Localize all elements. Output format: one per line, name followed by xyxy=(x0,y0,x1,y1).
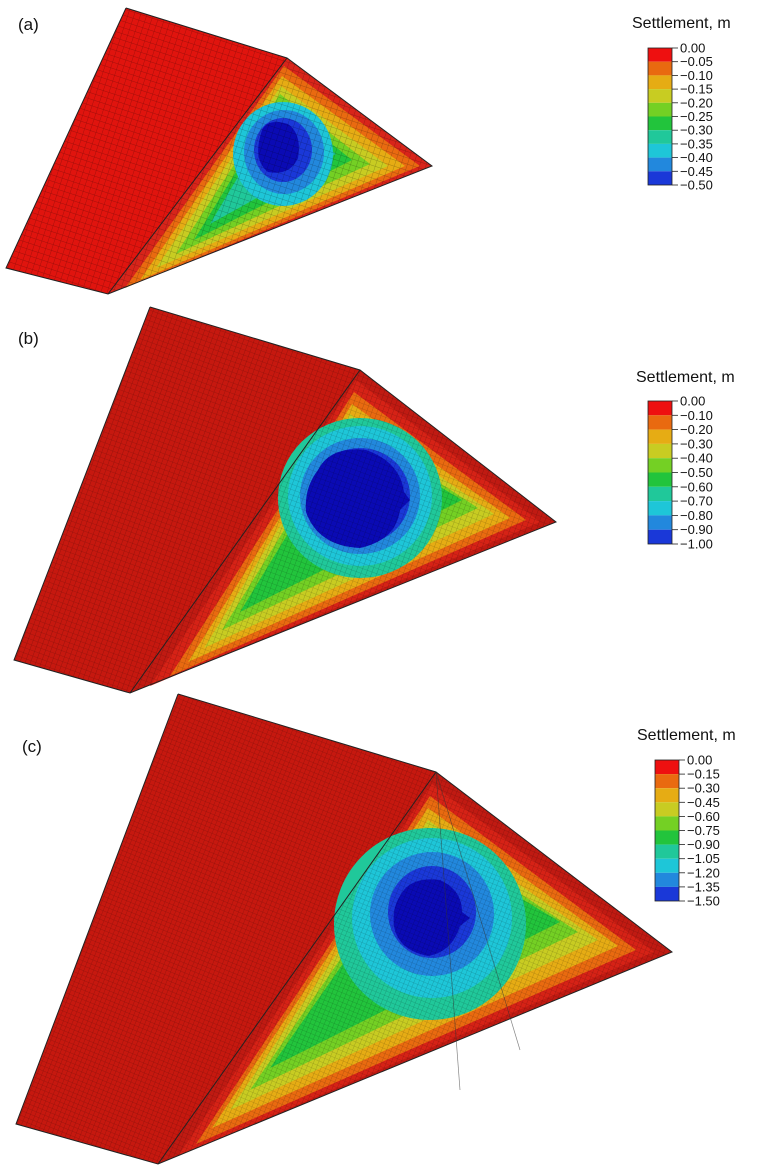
colorbar-tick-label: 0.00 xyxy=(687,753,712,768)
panel-c-contour-face xyxy=(158,772,672,1164)
colorbar-band xyxy=(648,116,672,131)
panel-c: (c) Settlement, m 0.00−0.15−0.30−0.45−0.… xyxy=(15,693,736,1165)
colorbar-band xyxy=(648,143,672,158)
panel-c-label: (c) xyxy=(22,737,42,756)
colorbar-tick-label: −0.75 xyxy=(687,823,720,838)
colorbar-tick-label: −0.50 xyxy=(680,178,713,193)
colorbar-band xyxy=(648,443,672,459)
panel-b-contour-face xyxy=(130,370,556,693)
panel-a-contour-face xyxy=(108,58,432,294)
colorbar-band xyxy=(655,760,679,775)
colorbar-tick-label: −0.60 xyxy=(687,809,720,824)
colorbar-tick-label: 0.00 xyxy=(680,394,705,409)
colorbar-tick-label: −0.60 xyxy=(680,479,713,494)
colorbar-band xyxy=(648,458,672,473)
colorbar-tick-label: −0.30 xyxy=(680,123,713,138)
colorbar-band xyxy=(655,788,679,803)
colorbar-band xyxy=(655,830,679,845)
colorbar-tick-label: −0.35 xyxy=(680,136,713,151)
colorbar-band xyxy=(648,130,672,144)
panel-b-colorbar: 0.00−0.10−0.20−0.30−0.40−0.50−0.60−0.70−… xyxy=(647,394,713,552)
colorbar-band xyxy=(648,48,672,62)
colorbar-tick-label: −0.45 xyxy=(680,164,713,179)
colorbar-band xyxy=(648,61,672,76)
colorbar-tick-label: −0.20 xyxy=(680,422,713,437)
colorbar-tick-label: −0.15 xyxy=(680,82,713,97)
colorbar-tick-label: −0.80 xyxy=(680,508,713,523)
colorbar-band xyxy=(655,774,679,789)
colorbar-tick-label: 0.00 xyxy=(680,41,705,56)
colorbar-tick-label: −0.30 xyxy=(687,781,720,796)
colorbar-tick-label: −0.45 xyxy=(687,795,720,810)
colorbar-tick-label: −1.00 xyxy=(680,537,713,552)
colorbar-band xyxy=(648,102,672,117)
panel-b-legend-title: Settlement, m xyxy=(636,369,735,386)
colorbar-band xyxy=(648,429,672,444)
colorbar-tick-label: −0.25 xyxy=(680,109,713,124)
panel-a-legend-title: Settlement, m xyxy=(632,15,731,32)
colorbar-band xyxy=(648,501,672,516)
colorbar-band xyxy=(648,157,672,172)
colorbar-band xyxy=(648,472,672,487)
panel-a-colorbar: 0.00−0.05−0.10−0.15−0.20−0.25−0.30−0.35−… xyxy=(647,41,713,193)
colorbar-tick-label: −0.70 xyxy=(680,494,713,509)
colorbar-tick-label: −0.90 xyxy=(680,522,713,537)
colorbar-tick-label: −1.50 xyxy=(687,894,720,909)
colorbar-tick-label: −0.40 xyxy=(680,150,713,165)
colorbar-tick-label: −1.20 xyxy=(687,865,720,880)
panel-b-label: (b) xyxy=(18,329,39,348)
colorbar-tick-label: −0.40 xyxy=(680,451,713,466)
colorbar-band xyxy=(648,171,672,185)
colorbar-band xyxy=(648,529,672,544)
colorbar-tick-label: −0.10 xyxy=(680,68,713,83)
colorbar-tick-label: −0.10 xyxy=(680,408,713,423)
colorbar-band xyxy=(648,75,672,90)
colorbar-band xyxy=(648,486,672,502)
colorbar-band xyxy=(648,415,672,430)
colorbar-band xyxy=(648,515,672,530)
colorbar-tick-label: −0.50 xyxy=(680,465,713,480)
colorbar-tick-label: −0.20 xyxy=(680,95,713,110)
panel-c-legend-title: Settlement, m xyxy=(637,727,736,744)
colorbar-band xyxy=(655,816,679,831)
panel-c-colorbar: 0.00−0.15−0.30−0.45−0.60−0.75−0.90−1.05−… xyxy=(654,753,720,909)
colorbar-tick-label: −0.05 xyxy=(680,54,713,69)
colorbar-band xyxy=(655,802,679,817)
colorbar-band xyxy=(655,886,679,901)
colorbar-tick-label: −1.05 xyxy=(687,851,720,866)
colorbar-band xyxy=(655,844,679,859)
colorbar-band xyxy=(655,872,679,887)
colorbar-tick-label: −0.15 xyxy=(687,767,720,782)
colorbar-tick-label: −0.30 xyxy=(680,436,713,451)
colorbar-tick-label: −1.35 xyxy=(687,879,720,894)
panel-a: (a) Settlement, m 0.00−0.05−0.10−0.15−0.… xyxy=(5,7,731,295)
panel-a-label: (a) xyxy=(18,15,39,34)
colorbar-band xyxy=(655,858,679,873)
colorbar-band xyxy=(648,89,672,103)
colorbar-tick-label: −0.90 xyxy=(687,837,720,852)
panel-b: (b) Settlement, m 0.00−0.10−0.20−0.30−0.… xyxy=(13,306,735,694)
colorbar-band xyxy=(648,401,672,416)
